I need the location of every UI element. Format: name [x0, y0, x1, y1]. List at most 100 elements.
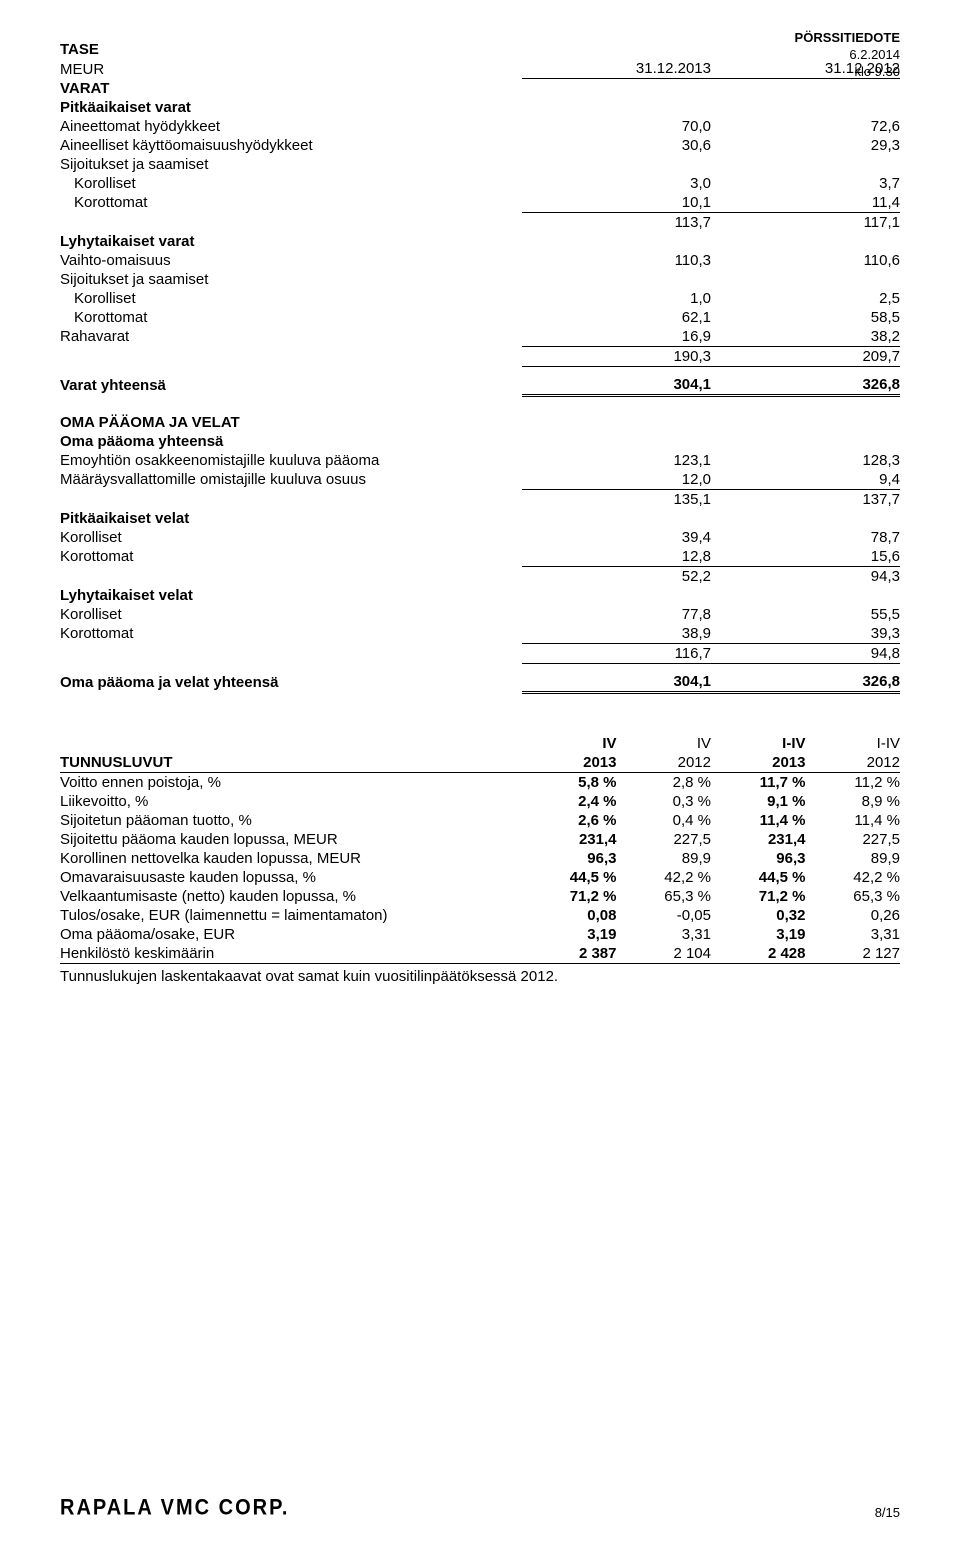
korottomat-label: Korottomat: [60, 193, 522, 213]
tunnus-row-v4: 0,26: [806, 906, 901, 925]
tunnus-row-v4: 11,2 %: [806, 772, 901, 792]
tunnus-row-v2: -0,05: [617, 906, 712, 925]
tunnus-y2: 2012: [617, 753, 712, 773]
korolliset2-v2: 2,5: [711, 289, 900, 308]
tunnus-row-v1: 96,3: [522, 849, 617, 868]
korottomat3-label: Korottomat: [60, 547, 522, 567]
korolliset3-label: Korolliset: [60, 528, 522, 547]
tunnus-row-v4: 3,31: [806, 925, 901, 944]
tunnus-row-v4: 11,4 %: [806, 811, 901, 830]
korottomat2-v2: 58,5: [711, 308, 900, 327]
korottomat4-v2: 39,3: [711, 624, 900, 644]
rahavarat-v1: 16,9: [522, 327, 711, 347]
maarays-label: Määräysvallattomille omistajille kuuluva…: [60, 470, 522, 490]
sijoitukset2-label: Sijoitukset ja saamiset: [60, 270, 522, 289]
varatyht-v1: 304,1: [522, 375, 711, 396]
tunnus-h2: IV: [617, 734, 712, 753]
tase-table: TASE MEUR 31.12.2013 31.12.2012 VARAT Pi…: [60, 40, 900, 694]
omapaaoma-yht-header: Oma pääoma yhteensä: [60, 432, 522, 451]
header-line1: PÖRSSITIEDOTE: [795, 30, 900, 47]
tunnus-row-label: Voitto ennen poistoja, %: [60, 772, 522, 792]
sijoitukset-label: Sijoitukset ja saamiset: [60, 155, 522, 174]
tunnus-row-v1: 2 387: [522, 944, 617, 964]
tunnus-row-label: Tulos/osake, EUR (laimennettu = laimenta…: [60, 906, 522, 925]
tunnus-y3: 2013: [711, 753, 806, 773]
korottomat-v1: 10,1: [522, 193, 711, 213]
tunnus-y4: 2012: [806, 753, 901, 773]
tunnus-row-v3: 44,5 %: [711, 868, 806, 887]
lyhyt-varat-header: Lyhytaikaiset varat: [60, 232, 522, 251]
tunnus-row-label: Liikevoitto, %: [60, 792, 522, 811]
rahavarat-v2: 38,2: [711, 327, 900, 347]
pitkavelatsum-v1: 52,2: [522, 566, 711, 586]
korolliset3-v2: 78,7: [711, 528, 900, 547]
korottomat-v2: 11,4: [711, 193, 900, 213]
tunnus-row-v2: 2,8 %: [617, 772, 712, 792]
tunnus-note: Tunnuslukujen laskentakaavat ovat samat …: [60, 968, 900, 985]
korolliset4-label: Korolliset: [60, 605, 522, 624]
tunnus-row-v3: 9,1 %: [711, 792, 806, 811]
tunnus-row-v4: 227,5: [806, 830, 901, 849]
row-v2: 72,6: [711, 117, 900, 136]
korolliset2-label: Korolliset: [60, 289, 522, 308]
korolliset4-v1: 77,8: [522, 605, 711, 624]
korolliset3-v1: 39,4: [522, 528, 711, 547]
tunnus-row-v3: 11,7 %: [711, 772, 806, 792]
emoyhtio-v1: 123,1: [522, 451, 711, 470]
korolliset2-v1: 1,0: [522, 289, 711, 308]
tunnus-row-v3: 96,3: [711, 849, 806, 868]
tunnus-row-v4: 89,9: [806, 849, 901, 868]
footer-page: 8/15: [875, 1505, 900, 1520]
omavelat-v2: 326,8: [711, 672, 900, 693]
tunnus-row-v2: 0,3 %: [617, 792, 712, 811]
tunnus-row-v1: 2,6 %: [522, 811, 617, 830]
pitkasum-v2: 117,1: [711, 212, 900, 232]
col1-header: 31.12.2013: [522, 59, 711, 79]
tunnus-row-v4: 65,3 %: [806, 887, 901, 906]
korottomat2-v1: 62,1: [522, 308, 711, 327]
varatyht-label: Varat yhteensä: [60, 375, 522, 396]
maarays-v1: 12,0: [522, 470, 711, 490]
meur-label: MEUR: [60, 59, 522, 79]
tunnus-row-label: Oma pääoma/osake, EUR: [60, 925, 522, 944]
rahavarat-label: Rahavarat: [60, 327, 522, 347]
lyhytvelatsum-v2: 94,8: [711, 643, 900, 663]
tunnus-row-label: Omavaraisuusaste kauden lopussa, %: [60, 868, 522, 887]
row-label: Aineelliset käyttöomaisuushyödykkeet: [60, 136, 522, 155]
tunnus-row-v1: 3,19: [522, 925, 617, 944]
korottomat3-v2: 15,6: [711, 547, 900, 567]
korottomat4-v1: 38,9: [522, 624, 711, 644]
lyhytvelatsum-v1: 116,7: [522, 643, 711, 663]
tunnus-row-v3: 0,32: [711, 906, 806, 925]
tunnus-row-label: Sijoitettu pääoma kauden lopussa, MEUR: [60, 830, 522, 849]
emoyhtio-v2: 128,3: [711, 451, 900, 470]
omasum-v1: 135,1: [522, 489, 711, 509]
footer-logo: RAPALA VMC CORP.: [60, 1496, 289, 1521]
row-v1: 30,6: [522, 136, 711, 155]
tunnus-row-v2: 227,5: [617, 830, 712, 849]
header-note: PÖRSSITIEDOTE 6.2.2014 klo 9.30: [795, 30, 900, 81]
omapaaoma-velat-header: OMA PÄÄOMA JA VELAT: [60, 413, 522, 432]
footer: RAPALA VMC CORP. 8/15: [60, 1497, 900, 1520]
tunnus-row-v3: 11,4 %: [711, 811, 806, 830]
korolliset-label: Korolliset: [60, 174, 522, 193]
tunnus-row-v1: 5,8 %: [522, 772, 617, 792]
header-line3: klo 9.30: [795, 64, 900, 81]
emoyhtio-label: Emoyhtiön osakkeenomistajille kuuluva pä…: [60, 451, 522, 470]
tunnus-row-v2: 2 104: [617, 944, 712, 964]
tunnus-row-v1: 71,2 %: [522, 887, 617, 906]
omasum-v2: 137,7: [711, 489, 900, 509]
varatyht-v2: 326,8: [711, 375, 900, 396]
tunnus-title: TUNNUSLUVUT: [60, 753, 522, 773]
tase-title: TASE: [60, 40, 522, 59]
korolliset4-v2: 55,5: [711, 605, 900, 624]
vaihto-label: Vaihto-omaisuus: [60, 251, 522, 270]
tunnus-row-v3: 71,2 %: [711, 887, 806, 906]
omavelat-label: Oma pääoma ja velat yhteensä: [60, 672, 522, 693]
vaihto-v2: 110,6: [711, 251, 900, 270]
tunnusluvut-table: IV IV I-IV I-IV TUNNUSLUVUT 2013 2012 20…: [60, 734, 900, 964]
tunnus-row-v2: 0,4 %: [617, 811, 712, 830]
tunnus-row-label: Henkilöstö keskimäärin: [60, 944, 522, 964]
tunnus-row-v3: 2 428: [711, 944, 806, 964]
tunnus-row-v2: 65,3 %: [617, 887, 712, 906]
